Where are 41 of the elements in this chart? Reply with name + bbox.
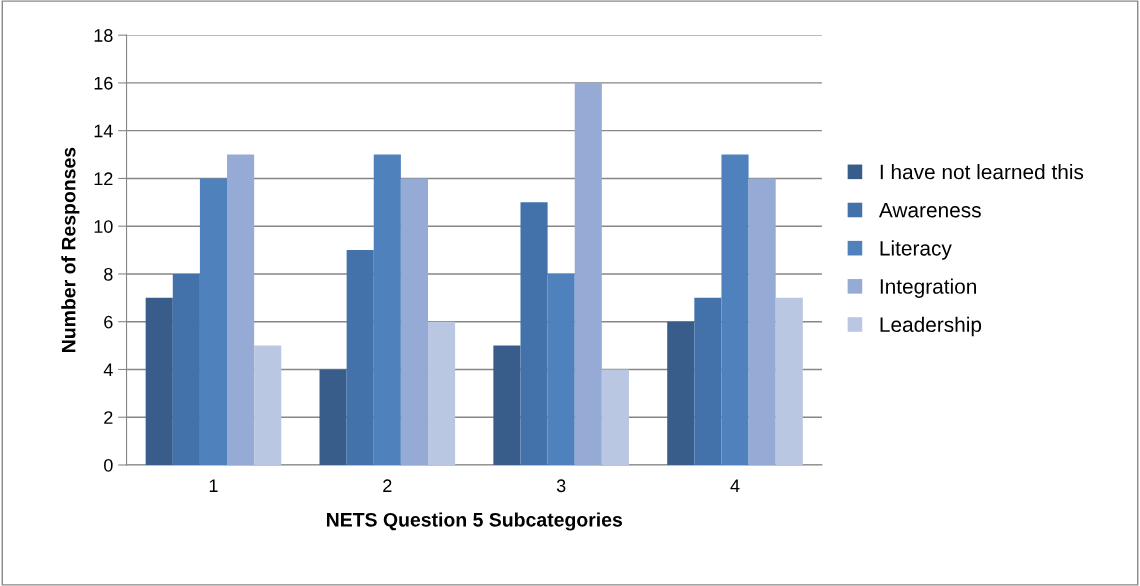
bar — [775, 297, 803, 465]
bar — [748, 178, 776, 465]
y-tick-label: 8 — [104, 267, 113, 281]
y-tick-label: 2 — [104, 411, 113, 424]
bar — [721, 154, 749, 465]
y-tick-label: 18 — [94, 29, 113, 42]
bar — [227, 154, 255, 465]
y-tick-label: 6 — [104, 315, 113, 329]
bar — [373, 154, 401, 465]
bar — [254, 345, 282, 465]
y-tick-label: 4 — [103, 363, 113, 377]
x-tick-label: 2 — [383, 479, 392, 492]
x-axis-title: NETS Question 5 Subcategories — [326, 512, 623, 531]
bar — [346, 250, 374, 465]
bar — [667, 321, 695, 465]
bar — [601, 369, 629, 465]
bar — [493, 345, 521, 465]
bar — [547, 273, 575, 465]
bar — [199, 178, 228, 465]
legend-label: I have not learned this — [880, 164, 1084, 180]
bar — [319, 369, 347, 465]
bar — [428, 321, 456, 465]
x-tick-label: 1 — [209, 479, 218, 492]
y-tick-label: 10 — [94, 220, 113, 233]
y-tick-label: 0 — [104, 458, 113, 472]
y-tick-label: 14 — [94, 124, 113, 138]
x-tick-label: 3 — [556, 479, 566, 493]
bar — [172, 273, 200, 465]
bar — [694, 297, 722, 465]
legend-label: Integration — [880, 278, 976, 298]
bar — [574, 82, 602, 465]
legend-label: Literacy — [880, 240, 952, 260]
y-tick-label: 12 — [94, 172, 113, 185]
y-axis-title: Number of Responses — [61, 147, 80, 352]
x-tick-label: 4 — [730, 479, 740, 492]
bar — [145, 297, 173, 465]
legend-label: Awareness — [878, 202, 981, 218]
bar — [400, 178, 428, 465]
y-tick-label: 16 — [94, 76, 113, 90]
bar — [520, 202, 548, 465]
legend-label: Leadership — [880, 316, 982, 337]
